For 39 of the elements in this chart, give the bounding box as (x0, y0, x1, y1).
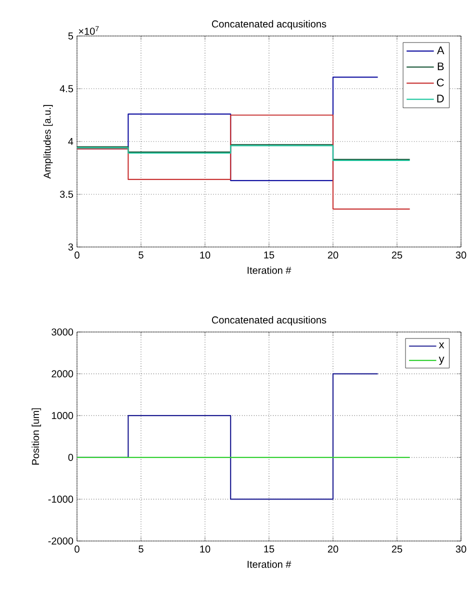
y-tick-label: 5 (68, 32, 74, 40)
x-tick-label: 0 (74, 546, 80, 553)
y-tick-label: 3 (68, 243, 74, 251)
x-tick-label: 10 (200, 546, 210, 553)
x-tick-label: 25 (392, 252, 402, 259)
x-axis-title: Iteration # (248, 560, 292, 568)
x-tick-label: 0 (74, 252, 80, 259)
x-axis-title: Iteration # (248, 266, 292, 274)
legend-label: A (436, 46, 444, 54)
y-tick-label: -2000 (48, 537, 74, 545)
legend-label: x (438, 342, 444, 348)
y-tick-label: 3.5 (60, 190, 74, 198)
x-tick-label: 5 (138, 252, 144, 258)
y-tick-label: 3000 (52, 328, 74, 336)
legend-label: B (438, 62, 444, 70)
x-tick-label: 10 (200, 252, 210, 259)
y-tick-label: -1000 (48, 496, 74, 503)
y-tick-label: 4 (68, 138, 74, 145)
legend-label: y (438, 356, 444, 365)
y-axis-title: Amplitudes [a.u.] (43, 104, 53, 179)
legend-label: D (437, 94, 444, 102)
y-tick-label: 1000 (52, 412, 74, 420)
x-tick-label: 5 (138, 546, 144, 553)
line-series (77, 114, 410, 210)
y-tick-label: 2000 (52, 370, 74, 378)
x-tick-label: 15 (264, 252, 274, 258)
x-tick-label: 20 (328, 546, 338, 553)
x-tick-label: 20 (328, 252, 338, 259)
chart-title: Concatenated acqusitions (212, 20, 326, 30)
x-tick-label: 30 (456, 546, 466, 553)
legend-label: C (436, 78, 444, 86)
y-tick-label: 0 (68, 454, 74, 461)
chart-title: Concatenated acqusitions (212, 316, 326, 326)
text: ×10$^{7}$ (78, 26, 99, 35)
y-tick-label: 4.5 (60, 85, 74, 92)
x-tick-label: 30 (456, 252, 466, 259)
x-tick-label: 25 (392, 546, 402, 553)
y-axis-title: Position [um] (32, 408, 42, 465)
x-tick-label: 15 (264, 546, 274, 553)
